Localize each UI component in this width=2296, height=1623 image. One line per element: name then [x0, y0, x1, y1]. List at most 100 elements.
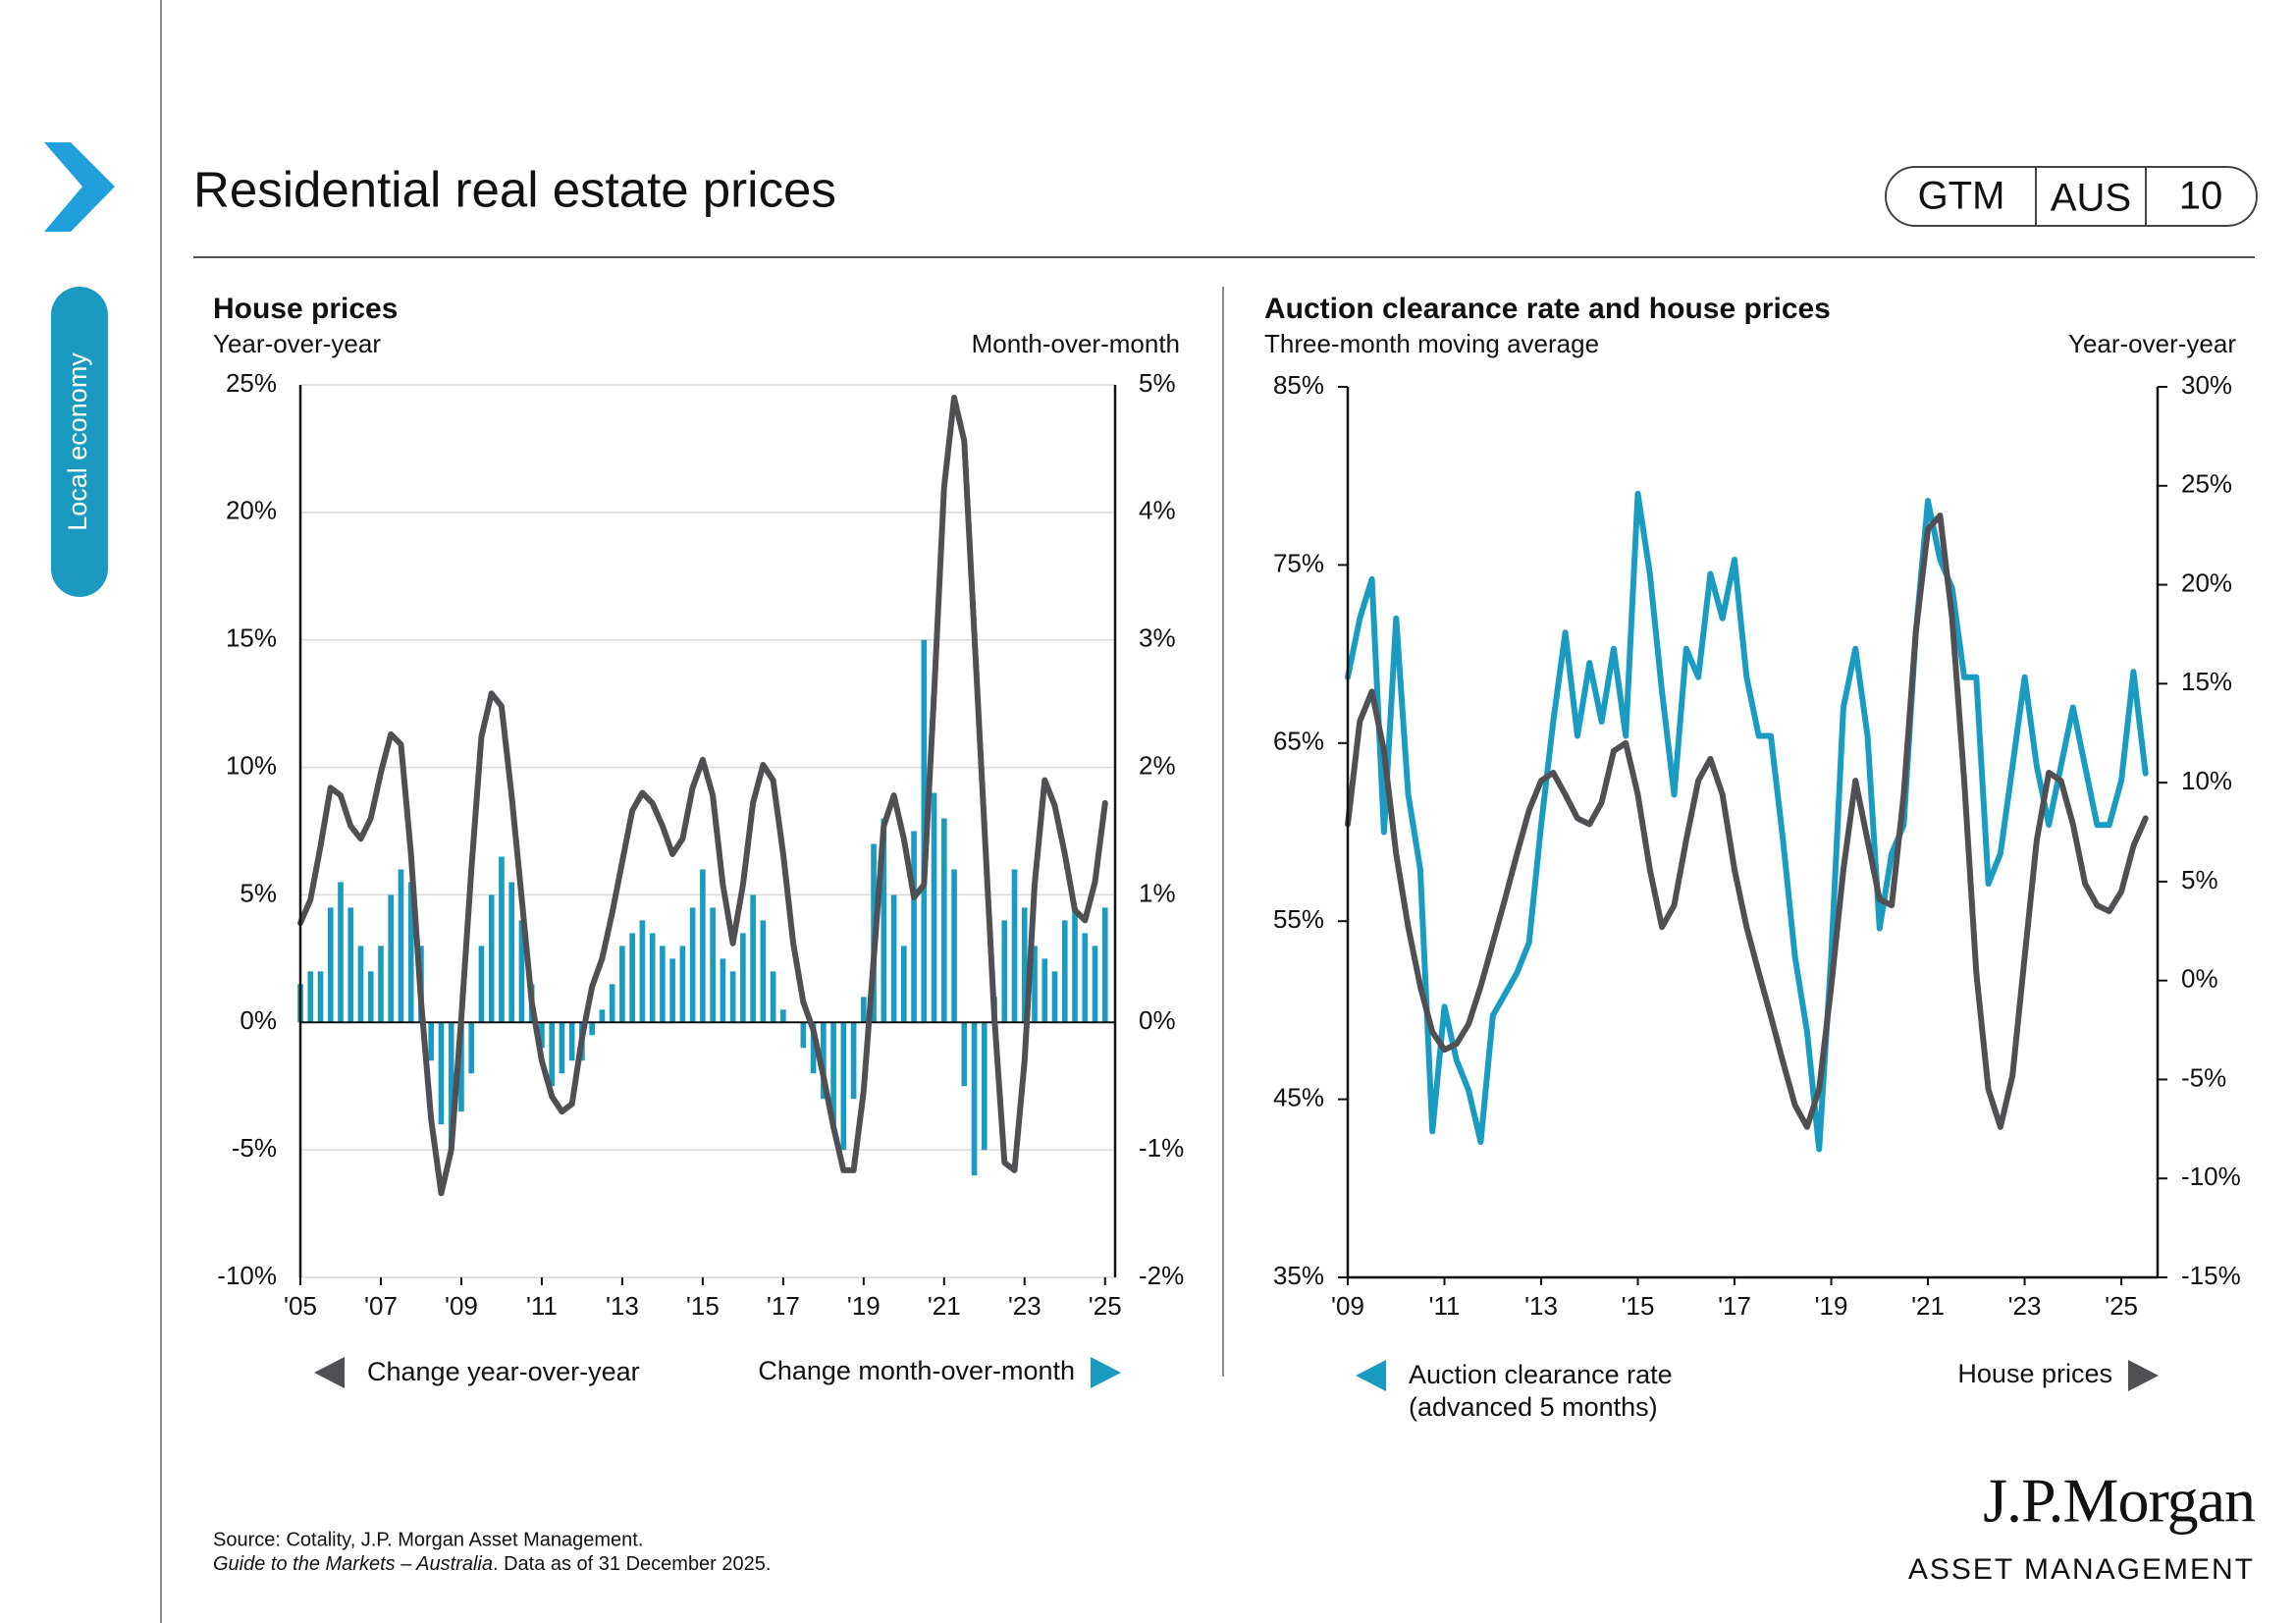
x-tick-label: '23 [2008, 1291, 2042, 1321]
x-tick-label: '25 [1089, 1291, 1122, 1321]
bar [669, 958, 675, 1023]
y-tick-label: 35% [1273, 1261, 1324, 1290]
x-tick-label: '13 [1524, 1291, 1558, 1321]
bar [931, 792, 937, 1023]
y2-axis-label: Year-over-year [2068, 329, 2236, 358]
y2-tick-label: -10% [2181, 1162, 2241, 1191]
bar [357, 946, 364, 1023]
x-tick-label: '21 [1911, 1291, 1945, 1321]
line [297, 395, 1108, 1197]
bar [981, 1022, 988, 1151]
badge-text: AUS [2051, 177, 2131, 220]
bar [478, 946, 485, 1023]
y2-tick-label: 0% [2181, 964, 2218, 994]
y-tick-label: 20% [226, 496, 277, 525]
bar [438, 1022, 445, 1125]
bar [388, 894, 395, 1023]
chart-subtitle: Three-month moving average [1264, 329, 1599, 358]
x-tick-label: '23 [1008, 1291, 1041, 1321]
bar [599, 1009, 606, 1023]
bar [850, 1022, 857, 1100]
bar [940, 818, 947, 1023]
y2-tick-label: 10% [2181, 766, 2232, 795]
y2-axis-label: Month-over-month [972, 329, 1180, 358]
y2-tick-label: 1% [1139, 878, 1176, 907]
bar [720, 958, 726, 1023]
page-title: Residential real estate prices [193, 161, 836, 217]
bar [488, 894, 495, 1023]
data-date: . Data as of 31 December 2025. [493, 1553, 772, 1575]
bar [609, 984, 615, 1023]
y2-tick-label: -2% [1139, 1261, 1184, 1290]
bar [679, 946, 686, 1023]
bar [347, 907, 354, 1023]
chart-subtitle: Year-over-year [213, 329, 381, 358]
x-tick-label: '09 [445, 1291, 478, 1321]
bar [499, 856, 505, 1023]
x-tick-label: '11 [526, 1291, 558, 1321]
y-tick-label: 25% [226, 368, 277, 398]
bar [951, 869, 957, 1023]
x-tick-label: '09 [1331, 1291, 1364, 1321]
bar [729, 971, 736, 1023]
bar [1032, 946, 1038, 1023]
sidebar-label: Local economy [63, 352, 92, 531]
bar [1061, 920, 1068, 1023]
y2-tick-label: 5% [2181, 865, 2218, 894]
legend-marker [1091, 1357, 1121, 1388]
bar [810, 1022, 817, 1074]
bar [750, 894, 756, 1023]
bar [589, 1022, 595, 1036]
x-tick-label: '05 [284, 1291, 317, 1321]
bar [700, 869, 706, 1023]
bar [1092, 946, 1098, 1023]
x-tick-label: '15 [1622, 1291, 1655, 1321]
chart-title: House prices [213, 293, 398, 325]
y-tick-label: -5% [232, 1133, 277, 1163]
bar [1072, 907, 1078, 1023]
bar [1051, 971, 1058, 1023]
bar [890, 894, 897, 1023]
sidebar-pill [51, 287, 108, 597]
legend-label: Change year-over-year [367, 1357, 640, 1386]
y2-tick-label: 30% [2181, 370, 2232, 400]
badge-text: 10 [2179, 175, 2223, 218]
logo: J.P.Morgan [1983, 1466, 2256, 1536]
x-tick-label: '17 [767, 1291, 800, 1321]
legend-box: Auction clearance rate (advanced 5 month… [1409, 1360, 1673, 1422]
bar [559, 1022, 565, 1074]
bar [568, 1022, 575, 1061]
x-tick-label: '11 [1429, 1291, 1461, 1321]
x-tick-label: '19 [847, 1291, 881, 1321]
bar [1001, 920, 1008, 1023]
x-tick-label: '19 [1815, 1291, 1848, 1321]
bar [1101, 907, 1108, 1023]
x-tick-label: '13 [606, 1291, 639, 1321]
bar [338, 882, 344, 1023]
bar [861, 997, 867, 1023]
y2-tick-label: 20% [2181, 568, 2232, 597]
bar [649, 933, 656, 1023]
y2-tick-label: 4% [1139, 496, 1176, 525]
bar [1041, 958, 1048, 1023]
y2-tick-label: 25% [2181, 469, 2232, 499]
bar [660, 946, 666, 1023]
y-tick-label: 75% [1273, 548, 1324, 577]
x-tick-label: '21 [928, 1291, 961, 1321]
bar [830, 1022, 836, 1125]
bar [458, 1022, 464, 1112]
bar [327, 907, 334, 1023]
y-tick-label: 65% [1273, 727, 1324, 756]
legend-marker [2128, 1360, 2159, 1391]
logo-sub: ASSET MANAGEMENT [1908, 1553, 2255, 1586]
bar [911, 831, 917, 1023]
x-tick-label: '25 [2105, 1291, 2138, 1321]
bar [881, 818, 887, 1023]
bar [508, 882, 515, 1023]
legend-marker [1356, 1360, 1386, 1391]
data-note: Guide to the Markets – Australia. Data a… [213, 1553, 771, 1575]
y2-tick-label: 3% [1139, 623, 1176, 653]
chevron-icon [44, 142, 115, 232]
bar [780, 1009, 786, 1023]
y-tick-label: 45% [1273, 1082, 1324, 1111]
